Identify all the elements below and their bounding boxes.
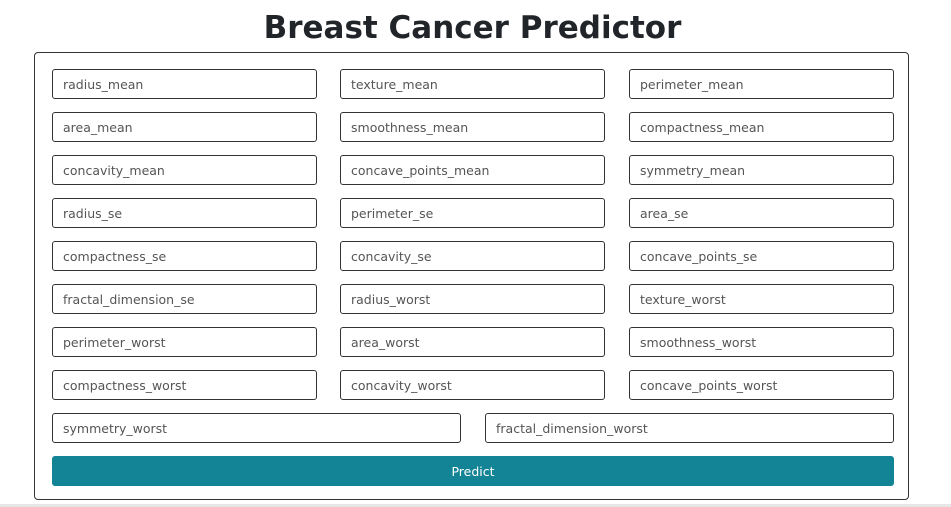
smoothness-mean-input[interactable] (340, 112, 605, 142)
symmetry-mean-input[interactable] (629, 155, 894, 185)
page-title: Breast Cancer Predictor (263, 10, 682, 46)
prediction-form: Predict (34, 52, 909, 500)
perimeter-worst-input[interactable] (52, 327, 317, 357)
concavity-mean-input[interactable] (52, 155, 317, 185)
compactness-worst-input[interactable] (52, 370, 317, 400)
radius-mean-input[interactable] (52, 69, 317, 99)
symmetry-worst-input[interactable] (52, 413, 461, 443)
area-mean-input[interactable] (52, 112, 317, 142)
compactness-se-input[interactable] (52, 241, 317, 271)
radius-se-input[interactable] (52, 198, 317, 228)
concave-points-mean-input[interactable] (340, 155, 605, 185)
fractal-dimension-worst-input[interactable] (485, 413, 894, 443)
texture-mean-input[interactable] (340, 69, 605, 99)
area-se-input[interactable] (629, 198, 894, 228)
texture-worst-input[interactable] (629, 284, 894, 314)
concavity-worst-input[interactable] (340, 370, 605, 400)
predict-button[interactable]: Predict (52, 456, 894, 486)
compactness-mean-input[interactable] (629, 112, 894, 142)
area-worst-input[interactable] (340, 327, 605, 357)
perimeter-se-input[interactable] (340, 198, 605, 228)
page-bottom-divider (0, 504, 951, 507)
smoothness-worst-input[interactable] (629, 327, 894, 357)
perimeter-mean-input[interactable] (629, 69, 894, 99)
concave-points-se-input[interactable] (629, 241, 894, 271)
concavity-se-input[interactable] (340, 241, 605, 271)
concave-points-worst-input[interactable] (629, 370, 894, 400)
fractal-dimension-se-input[interactable] (52, 284, 317, 314)
radius-worst-input[interactable] (340, 284, 605, 314)
